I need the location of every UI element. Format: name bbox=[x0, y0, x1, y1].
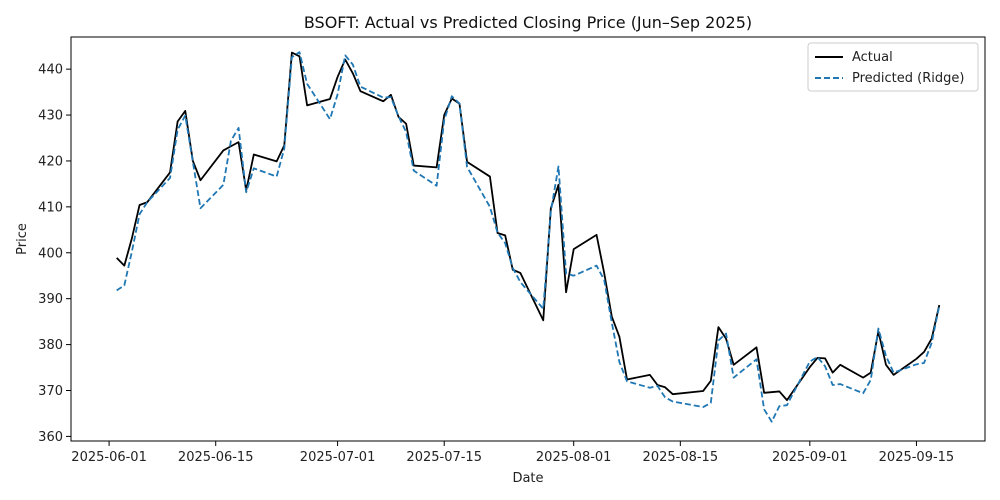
y-tick-label: 390 bbox=[38, 292, 63, 307]
y-tick-label: 400 bbox=[38, 246, 63, 261]
y-tick-label: 410 bbox=[38, 200, 63, 215]
chart-title: BSOFT: Actual vs Predicted Closing Price… bbox=[304, 13, 752, 32]
y-tick-label: 440 bbox=[38, 63, 63, 78]
y-axis-label: Price bbox=[15, 223, 30, 255]
y-tick-label: 380 bbox=[38, 338, 63, 353]
x-tick-label: 2025-09-01 bbox=[772, 450, 848, 465]
y-tick-label: 360 bbox=[38, 430, 63, 445]
x-tick-label: 2025-07-01 bbox=[300, 450, 376, 465]
plot-background bbox=[71, 37, 985, 441]
legend: Actual Predicted (Ridge) bbox=[808, 43, 978, 91]
x-axis-label: Date bbox=[512, 471, 543, 486]
y-axis-ticks: 360 370 380 390 400 410 420 430 440 bbox=[38, 63, 71, 445]
x-axis-ticks: 2025-06-01 2025-06-15 2025-07-01 2025-07-15… bbox=[71, 441, 954, 465]
x-tick-label: 2025-07-15 bbox=[406, 450, 482, 465]
x-tick-label: 2025-06-01 bbox=[71, 450, 147, 465]
y-tick-label: 430 bbox=[38, 109, 63, 124]
y-tick-label: 370 bbox=[38, 384, 63, 399]
x-tick-label: 2025-08-01 bbox=[536, 450, 612, 465]
x-tick-label: 2025-09-15 bbox=[879, 450, 955, 465]
x-tick-label: 2025-06-15 bbox=[178, 450, 254, 465]
y-tick-label: 420 bbox=[38, 154, 63, 169]
x-tick-label: 2025-08-15 bbox=[643, 450, 719, 465]
plot-area bbox=[71, 37, 985, 441]
legend-label-predicted: Predicted (Ridge) bbox=[852, 71, 964, 86]
legend-label-actual: Actual bbox=[852, 50, 893, 65]
